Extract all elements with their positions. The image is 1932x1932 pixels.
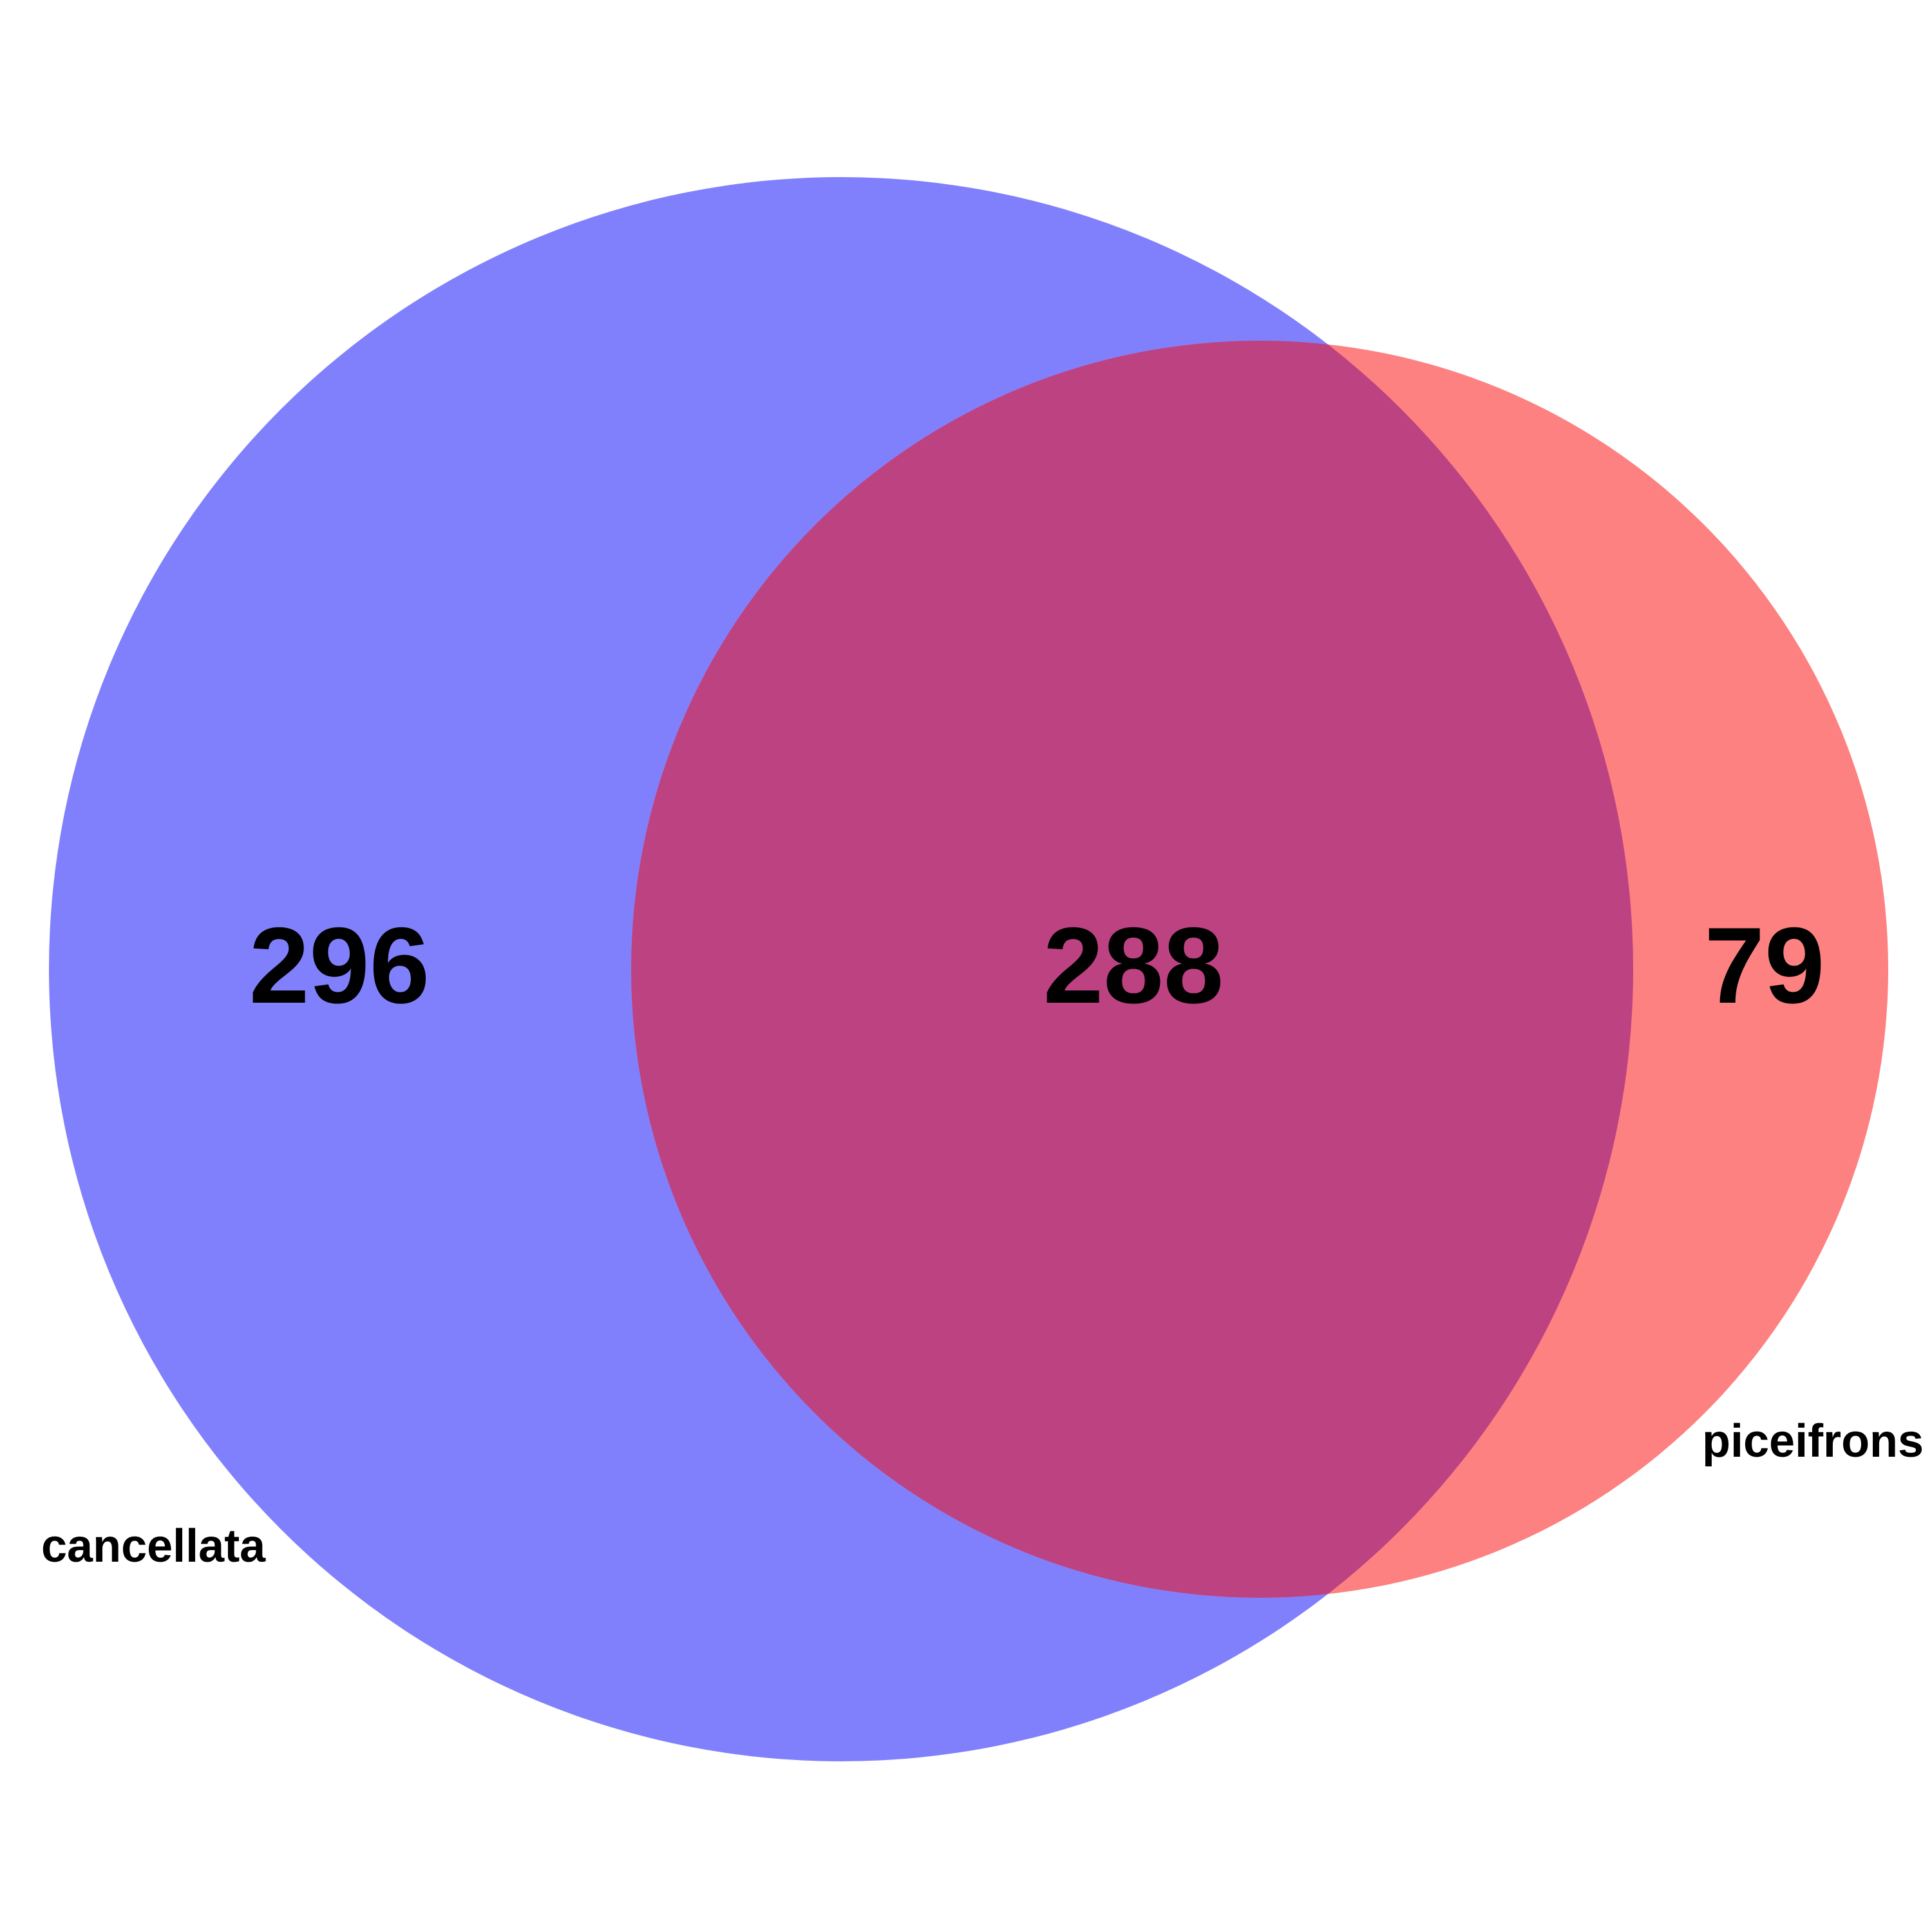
cancellata-set-label: cancellata (41, 1520, 266, 1572)
cancellata-only-count: 296 (249, 905, 430, 1026)
piceifrons-only-count: 79 (1705, 905, 1825, 1026)
piceifrons-set-label: piceifrons (1702, 1416, 1924, 1467)
intersection-count: 288 (1043, 905, 1224, 1026)
